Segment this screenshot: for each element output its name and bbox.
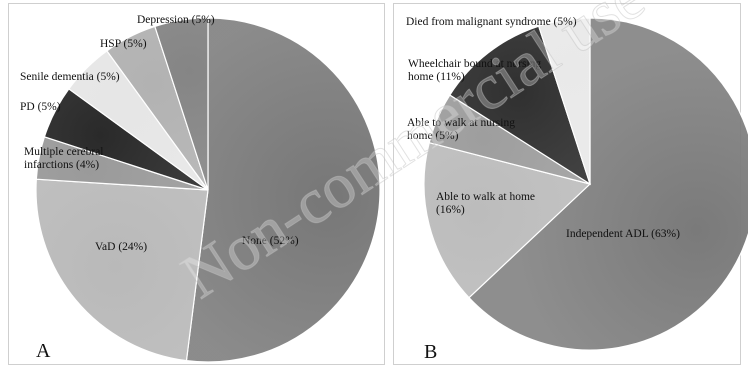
pie-slice-a-6 — [154, 17, 209, 191]
slice-label-a-1: VaD (24%) — [95, 241, 148, 253]
panel-letter-a: A — [36, 340, 51, 362]
slice-label-a-0: None (52%) — [242, 235, 299, 247]
slice-label-a-3: PD (5%) — [20, 101, 61, 113]
pie-slice-b-3 — [449, 25, 592, 186]
slice-label-a-4: Senile dementia (5%) — [20, 71, 120, 83]
slice-label-b-3: Wheelchair bound at nursing home (11%) — [408, 58, 542, 83]
panel-letter-b: B — [424, 341, 438, 363]
pie-slice-a-1 — [35, 178, 209, 362]
slice-label-a-5: HSP (5%) — [100, 38, 147, 50]
slice-label-a-6: Depression (5%) — [137, 14, 215, 26]
pie-slice-a-0 — [185, 17, 381, 363]
slice-label-b-1: Able to walk at home (16%) — [436, 191, 536, 216]
pie-slice-b-0 — [468, 17, 748, 351]
slice-label-a-2: Multiple cerebral infarctions (4%) — [24, 146, 104, 171]
slice-label-b-4: Died from malignant syndrome (5%) — [406, 16, 577, 28]
slice-label-b-0: Independent ADL (63%) — [566, 228, 680, 240]
slice-label-b-2: Able to walk at nursing home (5%) — [407, 117, 515, 142]
pie-slice-b-1 — [423, 141, 592, 299]
pie-slice-b-4 — [537, 17, 591, 185]
